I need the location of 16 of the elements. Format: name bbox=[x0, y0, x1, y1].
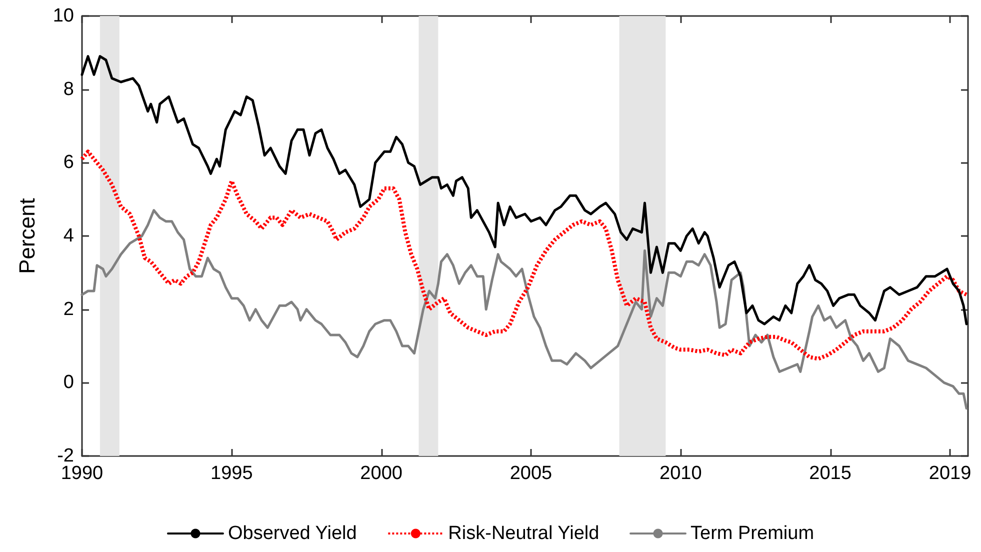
y-tick-label: 4 bbox=[63, 226, 74, 246]
x-tick-label: 2019 bbox=[928, 463, 972, 484]
legend-label: Term Premium bbox=[690, 523, 814, 544]
y-tick-label: 0 bbox=[63, 372, 74, 394]
legend-label: Observed Yield bbox=[228, 523, 357, 544]
legend-label: Risk-Neutral Yield bbox=[448, 523, 600, 544]
x-tick-label: 2000 bbox=[360, 463, 402, 484]
y-tick-label: 6 bbox=[63, 152, 74, 174]
y-tick-label: 10 bbox=[52, 6, 74, 26]
x-tick-label: 2015 bbox=[809, 463, 852, 484]
x-tick-label: 1995 bbox=[210, 463, 253, 484]
y-axis-title: Percent bbox=[14, 198, 40, 274]
y-tick-label: 8 bbox=[63, 78, 74, 100]
x-tick-label: 2005 bbox=[510, 463, 552, 484]
x-tick-label: 2010 bbox=[660, 463, 702, 484]
y-tick-label: 2 bbox=[63, 298, 74, 320]
